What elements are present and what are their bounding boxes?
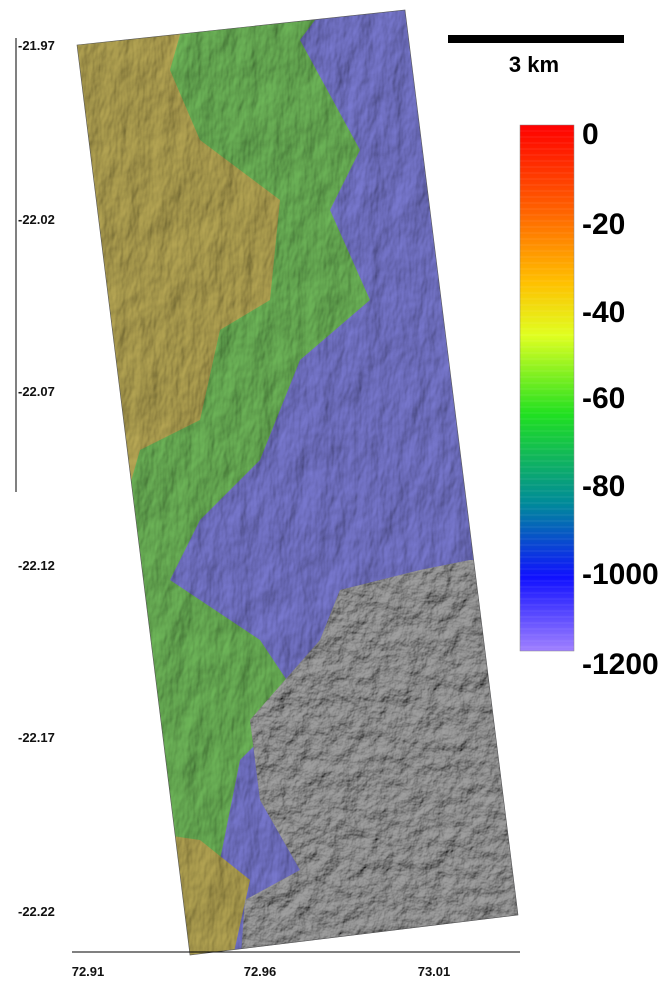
- y-axis: -21.97 -22.02 -22.07 -22.12 -22.17 -22.2…: [18, 38, 55, 919]
- y-tick-label: -22.17: [18, 730, 55, 745]
- colorbar-label: -1000: [582, 558, 659, 591]
- colorbar-label: -80: [582, 470, 625, 503]
- colorbar: 0 -20 -40 -60 -80 -1000 -1200: [519, 118, 659, 681]
- scale-bar-label: 3 km: [509, 52, 559, 77]
- strip-outline: [76, 9, 519, 956]
- y-tick-label: -22.12: [18, 558, 55, 573]
- y-tick-label: -22.22: [18, 904, 55, 919]
- terrain-strip: [77, 10, 518, 955]
- x-tick-label: 73.01: [418, 964, 451, 979]
- colorbar-label: -60: [582, 382, 625, 415]
- colorbar-ramp: [519, 124, 575, 652]
- colorbar-label: 0: [582, 118, 599, 151]
- y-tick-label: -22.07: [18, 384, 55, 399]
- colorbar-bands: [520, 130, 574, 648]
- unmapped-region: [240, 560, 518, 955]
- x-axis: 72.91 72.96 73.01: [72, 964, 451, 979]
- colorbar-label: -40: [582, 296, 625, 329]
- colorbar-label: -1200: [582, 648, 659, 681]
- scale-bar-line: [448, 35, 624, 43]
- y-tick-label: -22.02: [18, 212, 55, 227]
- x-tick-label: 72.96: [244, 964, 277, 979]
- x-tick-label: 72.91: [72, 964, 105, 979]
- y-tick-label: -21.97: [18, 38, 55, 53]
- colorbar-label: -20: [582, 208, 625, 241]
- scale-bar: 3 km: [448, 35, 624, 77]
